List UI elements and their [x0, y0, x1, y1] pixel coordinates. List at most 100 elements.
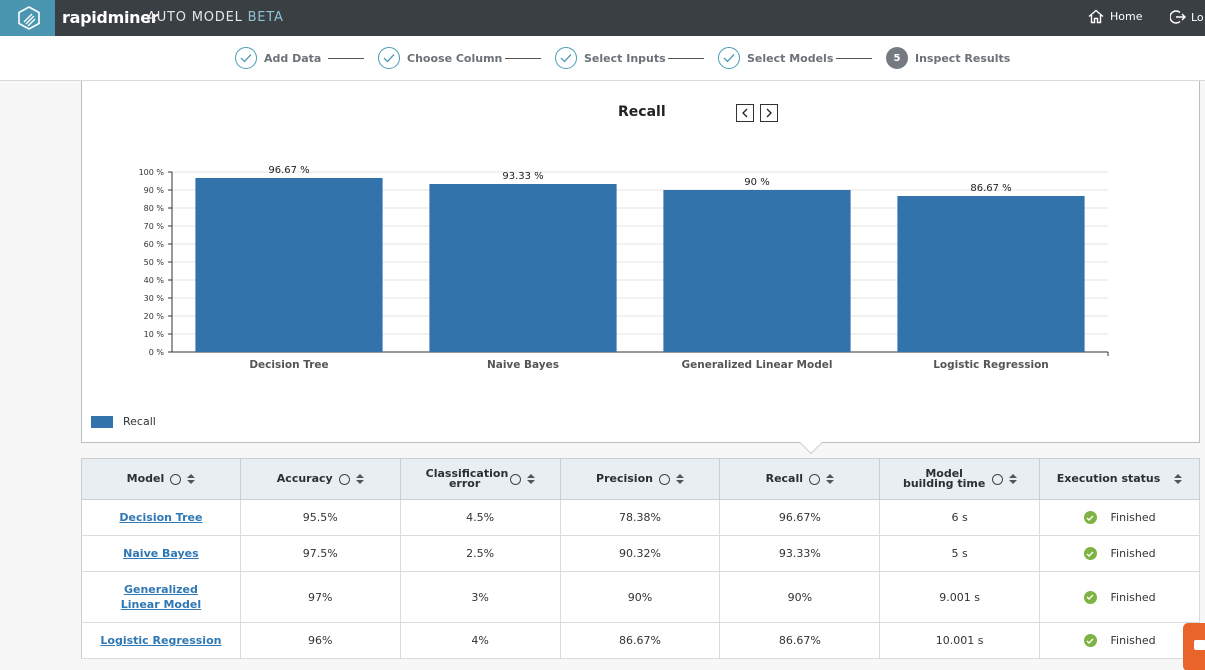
- results-table: Model Accuracy Classification error Prec…: [81, 458, 1200, 659]
- info-icon[interactable]: [338, 473, 350, 485]
- model-link-generalized-linear-model[interactable]: Generalized Linear Model: [120, 583, 202, 611]
- previous-chart-button[interactable]: [736, 104, 754, 122]
- status-cell: Finished: [1040, 634, 1199, 647]
- table-row: Decision Tree 95.5% 4.5% 78.38% 96.67% 6…: [81, 499, 1200, 536]
- column-header-model[interactable]: Model: [81, 458, 241, 500]
- step-label: Choose Column: [407, 51, 503, 65]
- bar-value-label: 93.33 %: [502, 171, 543, 182]
- model-link-logistic-regression[interactable]: Logistic Regression: [100, 634, 222, 647]
- bar-generalized-linear-model: [663, 190, 851, 352]
- y-tick-label: 10 %: [144, 330, 165, 339]
- info-icon[interactable]: [170, 473, 182, 485]
- column-header-recall[interactable]: Recall: [719, 458, 881, 500]
- y-tick-label: 0 %: [149, 348, 165, 357]
- y-tick-label: 60 %: [144, 240, 165, 249]
- chart-legend: Recall: [91, 415, 156, 428]
- table-header-row: Model Accuracy Classification error Prec…: [81, 458, 1200, 500]
- y-tick-label: 50 %: [144, 258, 165, 267]
- status-label: Finished: [1110, 590, 1156, 604]
- y-tick-label: 100 %: [139, 168, 165, 177]
- model-link-naive-bayes[interactable]: Naive Bayes: [123, 547, 199, 560]
- sort-icon[interactable]: [187, 474, 196, 484]
- recall-cell: 90%: [719, 571, 881, 623]
- sort-icon[interactable]: [1174, 474, 1183, 484]
- step-connector: [668, 58, 704, 59]
- home-button[interactable]: Home: [1088, 9, 1142, 24]
- table-row: Generalized Linear Model 97% 3% 90% 90% …: [81, 571, 1200, 623]
- logout-icon: [1170, 10, 1186, 24]
- precision-cell: 90.32%: [560, 535, 721, 572]
- step-inspect-results[interactable]: 5 Inspect Results: [886, 47, 1010, 69]
- bar-logistic-regression: [897, 195, 1085, 352]
- info-icon[interactable]: [809, 473, 821, 485]
- chart-title: Recall: [618, 104, 666, 120]
- column-header-model-building-time[interactable]: Model building time: [879, 458, 1041, 500]
- precision-cell: 86.67%: [560, 622, 721, 659]
- rapidminer-logo-icon: [18, 6, 40, 30]
- accuracy-cell: 97%: [240, 571, 401, 623]
- step-select-models[interactable]: Select Models: [718, 47, 833, 69]
- step-select-inputs[interactable]: Select Inputs: [555, 47, 666, 69]
- column-header-precision[interactable]: Precision: [560, 458, 721, 500]
- precision-cell: 90%: [560, 571, 721, 623]
- check-icon: [378, 47, 400, 69]
- x-tick-label: Decision Tree: [249, 359, 328, 371]
- status-label: Finished: [1110, 511, 1156, 524]
- time-cell: 10.001 s: [879, 622, 1041, 659]
- status-label: Finished: [1110, 547, 1156, 560]
- recall-bar-chart: 0 % 10 % 20 % 30 % 40 % 50 % 60 % 70 % 80 % 90 % 1…: [139, 165, 1109, 371]
- time-cell: 6 s: [879, 499, 1041, 536]
- accuracy-cell: 96%: [240, 622, 401, 659]
- column-header-execution-status[interactable]: Execution status: [1039, 458, 1200, 500]
- bar-value-label: 96.67 %: [268, 165, 309, 176]
- legend-swatch: [91, 415, 113, 428]
- recall-cell: 93.33%: [719, 535, 881, 572]
- chat-button[interactable]: [1183, 623, 1205, 670]
- sort-icon[interactable]: [675, 474, 684, 484]
- step-number-badge: 5: [886, 47, 908, 69]
- sort-icon[interactable]: [355, 474, 364, 484]
- model-link-decision-tree[interactable]: Decision Tree: [119, 511, 203, 524]
- column-header-classification-error[interactable]: Classification error: [400, 458, 561, 500]
- home-icon: [1088, 9, 1104, 24]
- step-connector: [328, 58, 364, 59]
- success-check-icon: [1083, 590, 1097, 604]
- sort-icon[interactable]: [1009, 474, 1018, 484]
- check-icon: [235, 47, 257, 69]
- column-header-accuracy[interactable]: Accuracy: [240, 458, 401, 500]
- info-icon[interactable]: [658, 473, 670, 485]
- legend-label: Recall: [123, 415, 156, 428]
- sort-icon[interactable]: [826, 474, 835, 484]
- step-add-data[interactable]: Add Data: [235, 47, 321, 69]
- wizard-steps: Add Data Choose Column Select Inputs Sel…: [0, 36, 1205, 81]
- time-cell: 5 s: [879, 535, 1041, 572]
- recall-cell: 86.67%: [719, 622, 881, 659]
- step-label: Inspect Results: [915, 51, 1011, 65]
- bar-decision-tree: [195, 177, 383, 352]
- logout-button[interactable]: Lo: [1170, 9, 1204, 25]
- success-check-icon: [1083, 634, 1097, 647]
- success-check-icon: [1083, 511, 1097, 524]
- check-icon: [555, 47, 577, 69]
- bar-value-label: 86.67 %: [970, 183, 1011, 194]
- sort-icon[interactable]: [526, 474, 535, 484]
- status-cell: Finished: [1040, 590, 1199, 604]
- recall-cell: 96.67%: [719, 499, 881, 536]
- chevron-left-icon: [742, 108, 748, 118]
- product-name: AUTO MODEL BETA: [147, 10, 284, 25]
- precision-cell: 78.38%: [560, 499, 721, 536]
- table-row: Logistic Regression 96% 4% 86.67% 86.67%…: [81, 622, 1200, 659]
- status-label: Finished: [1110, 634, 1156, 647]
- app-logo[interactable]: [0, 0, 55, 36]
- info-icon[interactable]: [509, 473, 521, 485]
- x-tick-label: Naive Bayes: [487, 359, 559, 371]
- top-bar: rapidminer AUTO MODEL BETA Home Lo: [0, 0, 1205, 36]
- step-choose-column[interactable]: Choose Column: [378, 47, 502, 69]
- info-icon[interactable]: [992, 473, 1004, 485]
- success-check-icon: [1083, 547, 1097, 560]
- chevron-right-icon: [766, 108, 772, 118]
- x-tick-label: Generalized Linear Model: [682, 359, 833, 371]
- next-chart-button[interactable]: [760, 104, 778, 122]
- y-tick-label: 20 %: [144, 312, 165, 321]
- bar-naive-bayes: [429, 184, 617, 352]
